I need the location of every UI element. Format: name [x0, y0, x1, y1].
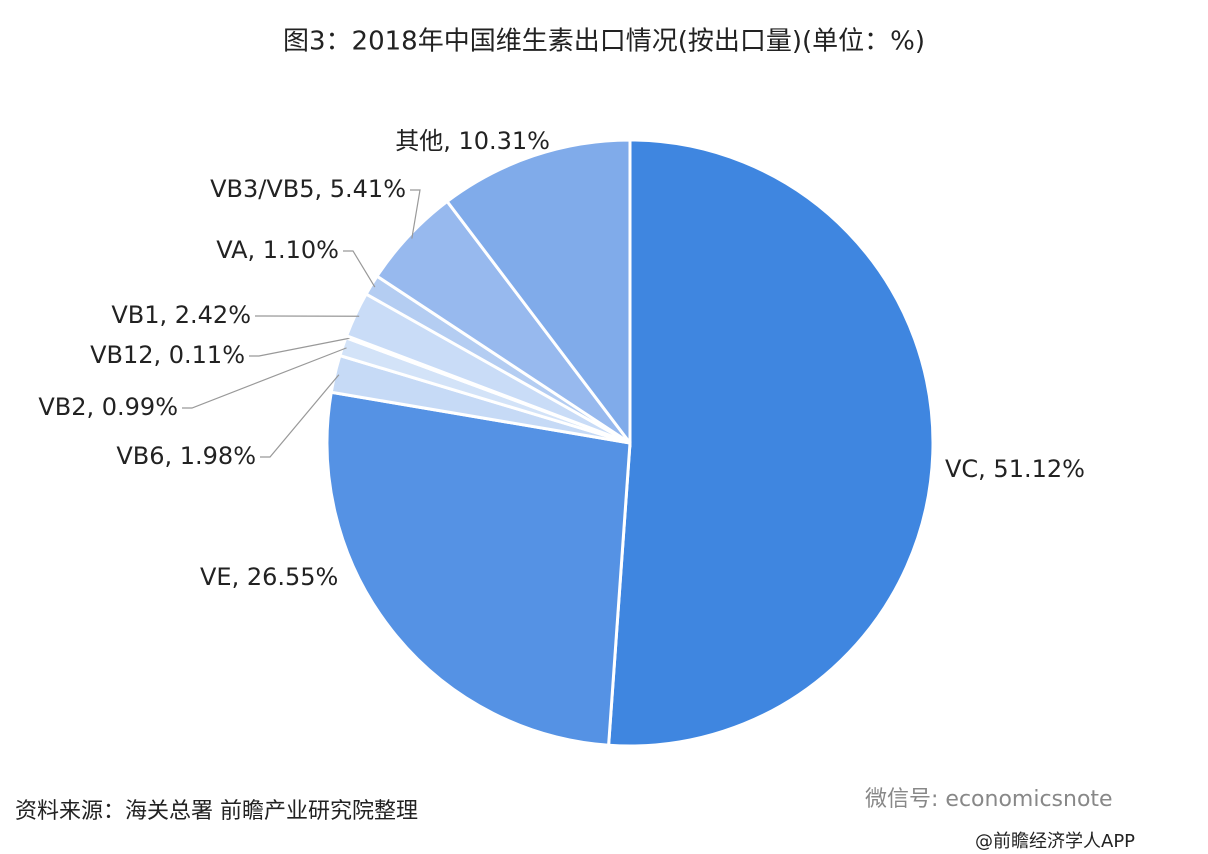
pie-slice	[445, 138, 632, 448]
pie-slice	[325, 390, 632, 747]
data-label: VB6, 1.98%	[116, 442, 256, 470]
leader-line	[182, 347, 347, 409]
leader-line	[343, 250, 376, 288]
watermark: 微信号: economicsnote	[865, 787, 1113, 812]
leader-line	[249, 337, 351, 357]
source-note: 资料来源：海关总署 前瞻产业研究院整理	[15, 799, 418, 824]
leader-line	[260, 374, 340, 458]
data-label: VB1, 2.42%	[111, 301, 251, 329]
data-label: VB12, 0.11%	[90, 341, 245, 369]
data-label: VC, 51.12%	[945, 455, 1085, 483]
credit: @前瞻经济学人APP	[975, 831, 1135, 852]
data-label: VA, 1.10%	[216, 236, 339, 264]
leader-line	[410, 189, 421, 239]
data-label: 其他, 10.31%	[395, 127, 550, 155]
pie-slice	[606, 138, 935, 748]
data-label: VB3/VB5, 5.41%	[210, 175, 406, 203]
data-label: VE, 26.55%	[200, 563, 338, 591]
data-label: VB2, 0.99%	[38, 393, 178, 421]
chart-title: 图3：2018年中国维生素出口情况(按出口量)(单位：%)	[283, 27, 925, 57]
